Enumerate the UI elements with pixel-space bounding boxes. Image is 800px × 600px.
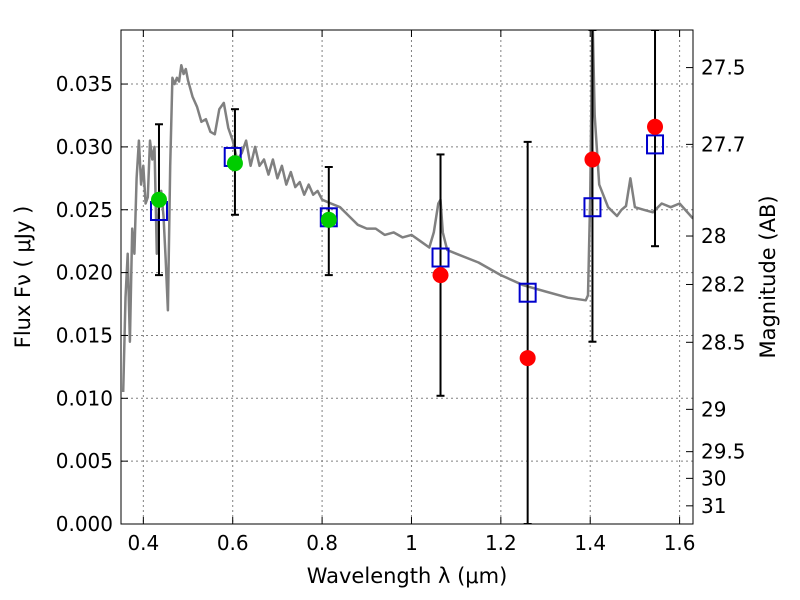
ticks: 0.4 0.6 0.8 1 1.2 1.4 1.6 0.000 0.005 0.010 0.015 0… bbox=[56, 30, 746, 555]
model-flux-square bbox=[518, 282, 537, 303]
x-tick-label: 1.4 bbox=[574, 531, 606, 555]
model-flux-square bbox=[583, 197, 602, 218]
y2-tick-label: 28 bbox=[701, 224, 726, 248]
axes-frame bbox=[120, 29, 694, 525]
observed-flux-point-green bbox=[150, 191, 167, 208]
observed-flux-point-green bbox=[320, 211, 337, 228]
y-tick-label: 0.015 bbox=[56, 323, 113, 347]
x-axis-label: Wavelength λ (μm) bbox=[307, 564, 508, 588]
y2-tick-label: 29.5 bbox=[701, 440, 746, 464]
observed-flux-point-red bbox=[432, 267, 449, 284]
model-flux-square bbox=[646, 134, 665, 155]
observed-flux-point-red bbox=[647, 118, 664, 135]
x-tick-label: 1.6 bbox=[664, 531, 696, 555]
observed-flux-point-red bbox=[519, 350, 536, 367]
x-tick-label: 1.2 bbox=[485, 531, 517, 555]
y-tick-label: 0.010 bbox=[56, 386, 113, 410]
y2-tick-label: 28.5 bbox=[701, 330, 746, 354]
y-tick-label: 0.035 bbox=[56, 72, 113, 96]
y2-tick-label: 27.5 bbox=[701, 56, 746, 80]
plot-area bbox=[121, 30, 693, 524]
observed-flux-point-red bbox=[584, 151, 601, 168]
y-tick-label: 0.020 bbox=[56, 261, 113, 285]
x-tick-label: 0.4 bbox=[127, 531, 159, 555]
y2-tick-label: 28.2 bbox=[701, 272, 746, 296]
x-tick-label: 0.6 bbox=[217, 531, 249, 555]
y-tick-label: 0.005 bbox=[56, 449, 113, 473]
observed-flux-point-green bbox=[226, 155, 243, 172]
y-tick-label: 0.030 bbox=[56, 135, 113, 159]
y-axis-label: Flux Fν ( μJy ) bbox=[11, 206, 35, 349]
x-tick-label: 0.8 bbox=[306, 531, 338, 555]
y2-tick-label: 29 bbox=[701, 397, 726, 421]
y-tick-label: 0.000 bbox=[56, 512, 113, 536]
grid bbox=[121, 30, 693, 525]
y-tick-label: 0.025 bbox=[56, 198, 113, 222]
y2-tick-label: 30 bbox=[701, 466, 726, 490]
y2-tick-label: 31 bbox=[701, 494, 726, 518]
model-flux-square bbox=[431, 247, 450, 268]
y2-tick-label: 27.7 bbox=[701, 132, 746, 156]
y2-axis-label: Magnitude (AB) bbox=[756, 195, 780, 358]
x-tick-label: 1 bbox=[405, 531, 418, 555]
